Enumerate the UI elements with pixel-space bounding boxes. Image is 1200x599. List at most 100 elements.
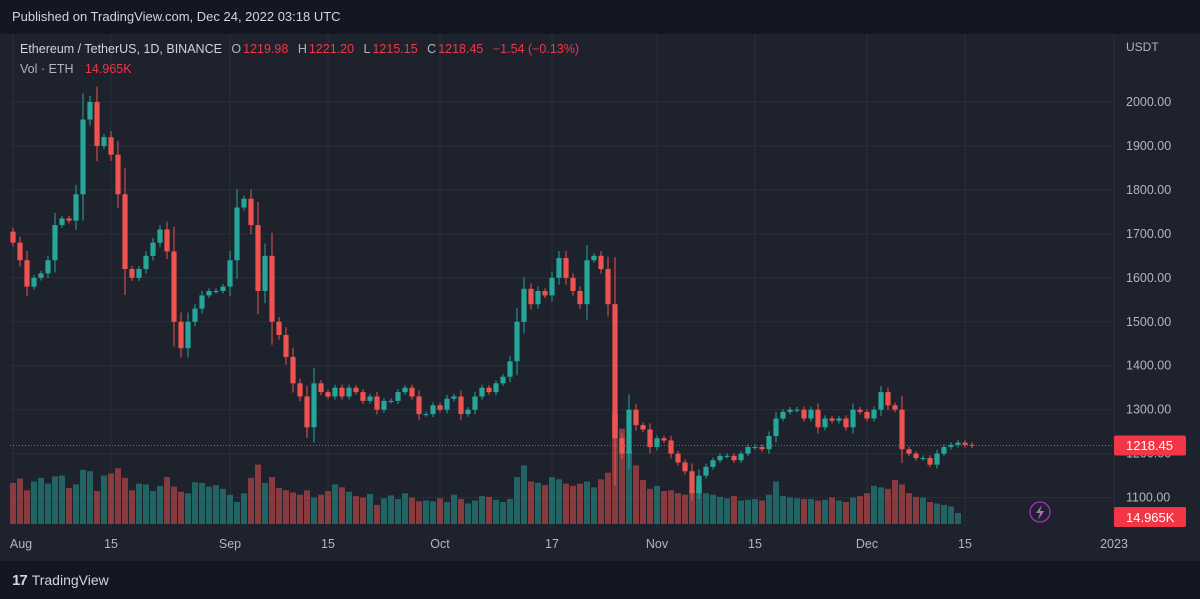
volume-bar — [94, 491, 100, 524]
candle-body — [325, 392, 331, 397]
candle-body — [934, 453, 940, 465]
candle-body — [766, 436, 772, 450]
candle-body — [290, 356, 296, 384]
volume-bar — [668, 490, 674, 524]
price-axis-tick: 1800.00 — [1126, 183, 1171, 197]
volume-bar — [535, 482, 541, 524]
candle-body — [836, 418, 842, 421]
volume-bar — [73, 484, 79, 524]
volume-value: 14.965K — [84, 62, 132, 76]
volume-bar — [192, 482, 198, 524]
time-axis-tick: 15 — [104, 537, 118, 551]
candle-body — [486, 387, 492, 393]
candle-body — [45, 260, 51, 274]
volume-bar — [430, 501, 436, 524]
ohlc-legend[interactable]: Ethereum / TetherUS, 1D, BINANCE O 1219.9… — [20, 42, 579, 56]
candle-body — [507, 361, 513, 377]
candle-body — [332, 387, 338, 397]
price-axis-tick: 1700.00 — [1126, 227, 1171, 241]
time-axis-tick: Dec — [856, 537, 878, 551]
volume-bar — [619, 428, 625, 524]
candle-body — [360, 392, 366, 401]
price-axis-tick: 1400.00 — [1126, 359, 1171, 373]
candle-body — [696, 475, 702, 494]
volume-bar — [815, 500, 821, 524]
candle-body — [892, 405, 898, 410]
candle-body — [283, 334, 289, 357]
volume-bar — [367, 493, 373, 524]
candle-body — [437, 405, 443, 410]
volume-bar — [423, 500, 429, 524]
volume-bar — [178, 491, 184, 524]
time-axis[interactable]: Aug 15 Sep 15 Oct 17 Nov 15 Dec 15 2023 — [10, 537, 1128, 551]
candlestick-chart[interactable]: USDT 2000.00 1900.00 1800.00 1700.00 1600.00 1… — [0, 34, 1200, 561]
candle-body — [227, 260, 233, 287]
candle-body — [871, 409, 877, 419]
last-price-tag-text: 1218.45 — [1126, 438, 1173, 453]
time-axis-tick: 15 — [321, 537, 335, 551]
volume-bar — [528, 481, 534, 524]
close-value: 1218.45 — [438, 42, 484, 56]
candle-body — [675, 453, 681, 463]
tradingview-logo-icon: 17 — [12, 571, 28, 589]
price-axis-unit: USDT — [1126, 40, 1159, 54]
candle-body — [822, 418, 828, 428]
volume-legend[interactable]: Vol · ETH 14.965K — [20, 62, 132, 76]
candle-body — [563, 258, 569, 278]
candle-body — [528, 288, 534, 305]
candle-body — [808, 409, 814, 419]
volume-bar — [920, 497, 926, 524]
volume-bar — [710, 494, 716, 524]
symbol-title[interactable]: Ethereum / TetherUS, 1D, BINANCE — [20, 42, 222, 56]
volume-bar — [388, 495, 394, 524]
candle-body — [374, 396, 380, 410]
low-label: L — [363, 42, 371, 56]
price-axis-tick: 1300.00 — [1126, 403, 1171, 417]
candle-body — [171, 251, 177, 322]
candle-body — [570, 277, 576, 291]
candle-body — [850, 409, 856, 428]
volume-bar — [220, 488, 226, 524]
volume-bar — [906, 493, 912, 524]
price-axis[interactable]: USDT 2000.00 1900.00 1800.00 1700.00 1600.00 1… — [1126, 40, 1171, 505]
chart-area[interactable]: USDT 2000.00 1900.00 1800.00 1700.00 1600.00 1… — [0, 34, 1200, 561]
candle-body — [500, 376, 506, 384]
time-axis-tick: Aug — [10, 537, 32, 551]
candle-body — [773, 418, 779, 437]
lightning-icon[interactable] — [1029, 501, 1051, 523]
candle-body — [122, 194, 128, 270]
candle-body — [17, 242, 23, 261]
volume-bar — [164, 477, 170, 524]
volume-bar — [696, 482, 702, 524]
footer: 17 TradingView — [0, 561, 1200, 599]
candle-body — [752, 447, 758, 449]
time-axis-tick: 2023 — [1100, 537, 1128, 551]
volume-bar — [948, 506, 954, 524]
candle-body — [129, 269, 135, 278]
volume-bar — [724, 498, 730, 524]
volume-bar — [304, 490, 310, 524]
volume-bar — [290, 492, 296, 524]
candle-body — [493, 383, 499, 393]
volume-bar — [115, 468, 121, 524]
volume-bar — [101, 475, 107, 524]
candle-body — [612, 304, 618, 439]
candle-body — [633, 409, 639, 426]
volume-bar — [325, 491, 331, 524]
candle-body — [962, 442, 968, 445]
volume-bar — [241, 493, 247, 524]
volume-bar — [318, 494, 324, 524]
volume-bar — [199, 482, 205, 524]
volume-bar — [864, 493, 870, 524]
candle-body — [885, 392, 891, 406]
candle-body — [24, 260, 30, 287]
volume-bar — [731, 496, 737, 524]
candle-body — [661, 438, 667, 441]
candle-body — [941, 447, 947, 454]
volume-bar — [878, 487, 884, 524]
candle-body — [59, 218, 65, 226]
volume-bar — [122, 477, 128, 524]
volume-bar — [934, 503, 940, 524]
volume-bar — [871, 485, 877, 524]
candle-body — [346, 387, 352, 397]
